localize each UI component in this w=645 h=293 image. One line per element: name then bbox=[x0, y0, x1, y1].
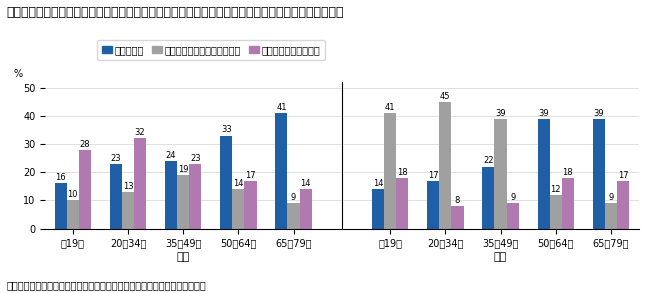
Text: 女性: 女性 bbox=[494, 253, 507, 263]
Bar bbox=[55, 183, 66, 229]
Bar bbox=[232, 189, 244, 229]
Text: 39: 39 bbox=[539, 108, 549, 117]
Text: 17: 17 bbox=[428, 171, 439, 180]
Text: 24: 24 bbox=[166, 151, 176, 160]
Bar bbox=[439, 102, 451, 229]
Bar bbox=[110, 164, 122, 229]
Text: 41: 41 bbox=[385, 103, 395, 112]
Bar bbox=[79, 150, 91, 229]
Bar bbox=[427, 181, 439, 229]
Text: （資料）スポーツ庁「令和４年度スポーツの実施状況等に関する世論調査」: （資料）スポーツ庁「令和４年度スポーツの実施状況等に関する世論調査」 bbox=[6, 280, 206, 290]
Text: 45: 45 bbox=[440, 92, 451, 100]
Bar bbox=[165, 161, 177, 229]
Text: 男性: 男性 bbox=[177, 253, 190, 263]
Bar bbox=[189, 164, 201, 229]
Text: 18: 18 bbox=[397, 168, 408, 177]
Bar bbox=[506, 203, 519, 229]
Legend: 健康のため, 肥満解消、ダイエットのため, 筋力増進・維持のため: 健康のため, 肥満解消、ダイエットのため, 筋力増進・維持のため bbox=[97, 40, 325, 60]
Bar bbox=[288, 203, 300, 229]
Text: 8: 8 bbox=[455, 196, 460, 205]
Text: 17: 17 bbox=[618, 171, 628, 180]
Text: 9: 9 bbox=[608, 193, 613, 202]
Bar bbox=[605, 203, 617, 229]
Bar bbox=[537, 119, 550, 229]
Text: 23: 23 bbox=[110, 154, 121, 163]
Text: 18: 18 bbox=[562, 168, 573, 177]
Bar bbox=[562, 178, 574, 229]
Bar bbox=[220, 136, 232, 229]
Text: 41: 41 bbox=[276, 103, 286, 112]
Text: 17: 17 bbox=[245, 171, 256, 180]
Text: 33: 33 bbox=[221, 125, 232, 134]
Text: 39: 39 bbox=[495, 108, 506, 117]
Y-axis label: %: % bbox=[14, 69, 23, 79]
Text: 12: 12 bbox=[550, 185, 561, 194]
Bar bbox=[122, 192, 134, 229]
Text: 9: 9 bbox=[510, 193, 515, 202]
Bar bbox=[372, 189, 384, 229]
Bar bbox=[134, 138, 146, 229]
Text: 14: 14 bbox=[373, 179, 383, 188]
Text: 14: 14 bbox=[301, 179, 311, 188]
Bar bbox=[177, 175, 189, 229]
Text: 28: 28 bbox=[79, 139, 90, 149]
Bar bbox=[593, 119, 605, 229]
Text: 32: 32 bbox=[135, 128, 145, 137]
Text: 9: 9 bbox=[291, 193, 296, 202]
Bar bbox=[300, 189, 312, 229]
Bar bbox=[275, 113, 288, 229]
Text: 39: 39 bbox=[593, 108, 604, 117]
Bar bbox=[384, 113, 396, 229]
Bar bbox=[66, 200, 79, 229]
Text: 19: 19 bbox=[178, 165, 188, 174]
Bar bbox=[396, 178, 408, 229]
Bar bbox=[495, 119, 506, 229]
Text: 22: 22 bbox=[483, 156, 493, 166]
Bar bbox=[244, 181, 257, 229]
Bar bbox=[482, 166, 495, 229]
Bar bbox=[550, 195, 562, 229]
Bar bbox=[451, 206, 464, 229]
Text: 16: 16 bbox=[55, 173, 66, 182]
Bar bbox=[617, 181, 629, 229]
Text: 23: 23 bbox=[190, 154, 201, 163]
Text: 14: 14 bbox=[233, 179, 244, 188]
Text: 図表３　この１年間で運動やスポーツ（トレーニング）を週に１日以上実施したもっとも大きな理由: 図表３ この１年間で運動やスポーツ（トレーニング）を週に１日以上実施したもっとも… bbox=[6, 6, 344, 19]
Text: 13: 13 bbox=[123, 182, 134, 191]
Text: 10: 10 bbox=[68, 190, 78, 199]
